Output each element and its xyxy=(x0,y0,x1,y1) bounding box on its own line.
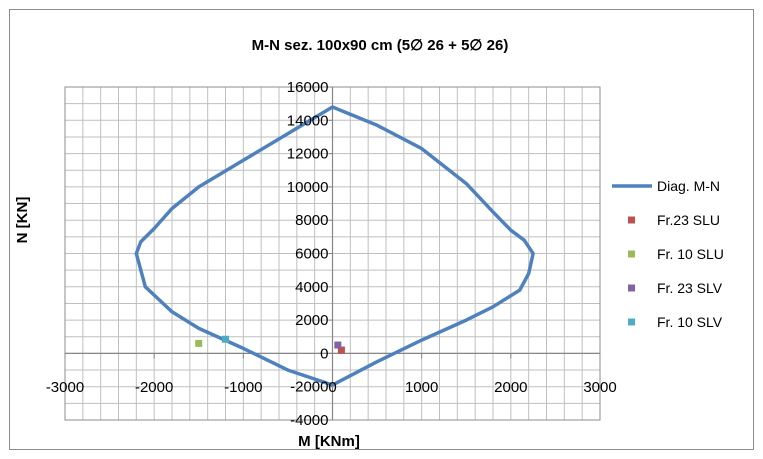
series-layer xyxy=(134,105,535,387)
x-tick-label: -1000 xyxy=(224,379,262,396)
tick-labels: -3000 -2000 -1000 0 1000 2000 3000-4000-200002… xyxy=(46,79,617,429)
x-tick-label: 1000 xyxy=(405,379,438,396)
y-tick-label: -4000 xyxy=(290,412,328,429)
legend-swatch-marker xyxy=(628,250,635,258)
chart-title: M-N sez. 100x90 cm (5∅ 26 + 5∅ 26) xyxy=(252,37,509,54)
legend-label: Fr. 10 SLU xyxy=(657,246,724,262)
y-tick-label: 12000 xyxy=(287,146,329,163)
legend-label: Fr.23 SLU xyxy=(657,212,720,228)
x-tick-label: 3000 xyxy=(583,379,616,396)
data-point xyxy=(222,335,229,343)
legend-swatch-marker xyxy=(628,284,635,292)
x-tick-label: -3000 xyxy=(46,379,84,396)
legend-label: Diag. M-N xyxy=(657,178,720,194)
data-point xyxy=(334,341,342,349)
y-tick-label: 6000 xyxy=(295,246,328,263)
series-line-diag-mn xyxy=(134,105,535,387)
y-tick-label: 0 xyxy=(320,345,328,362)
legend-label: Fr. 23 SLV xyxy=(657,280,723,296)
legend-label: Fr. 10 SLV xyxy=(657,314,723,330)
y-tick-label: 8000 xyxy=(295,212,328,229)
x-tick-label: -2000 xyxy=(135,379,173,396)
y-tick-label: 16000 xyxy=(287,79,329,96)
x-tick-label: 0 xyxy=(328,379,336,396)
data-point xyxy=(195,339,203,347)
y-tick-label: 4000 xyxy=(295,279,328,296)
chart-frame xyxy=(9,9,754,450)
y-tick-label: -2000 xyxy=(290,379,328,396)
x-axis-title: M [KNm] xyxy=(298,433,360,450)
x-tick-label: 2000 xyxy=(494,379,527,396)
legend-swatch-marker xyxy=(628,216,635,224)
y-axis-title: N [KN] xyxy=(14,197,31,244)
axes xyxy=(64,86,601,421)
legend: Diag. M-N Fr.23 SLU Fr. 10 SLU Fr. 23 SLV Fr… xyxy=(612,178,724,330)
y-tick-label: 14000 xyxy=(287,112,329,129)
legend-swatch-marker xyxy=(628,318,635,326)
data-point xyxy=(337,346,345,354)
y-tick-label: 2000 xyxy=(295,312,328,329)
y-tick-label: 10000 xyxy=(287,179,329,196)
